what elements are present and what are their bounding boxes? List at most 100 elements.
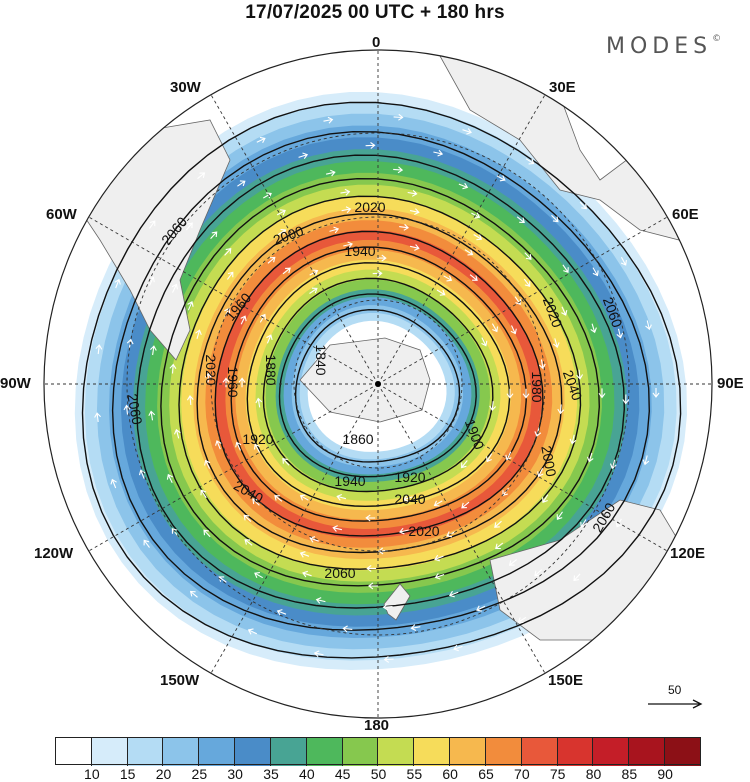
wind-arrow xyxy=(489,401,496,412)
height-contour-9 xyxy=(262,277,494,493)
wind-arrow xyxy=(537,467,544,478)
colorbar-tick-label: 50 xyxy=(370,766,387,782)
wind-arrow xyxy=(517,616,527,624)
wind-arrow xyxy=(222,377,230,388)
height-contour-11 xyxy=(294,308,461,463)
contour-label: 1980 xyxy=(529,371,545,402)
colorbar-cell xyxy=(270,738,307,766)
colorbar-tick-label: 15 xyxy=(119,766,136,782)
meridian-10 xyxy=(88,216,379,385)
colorbar-cell xyxy=(450,738,486,766)
wind-arrow xyxy=(210,231,218,239)
lon-150w: 150W xyxy=(160,672,200,689)
colorbar-cell xyxy=(127,738,164,766)
contour-label: 1940 xyxy=(344,243,375,259)
wind-arrow xyxy=(464,249,474,256)
wind-arrow xyxy=(448,590,459,598)
meridian-2 xyxy=(377,216,668,385)
colorbar-cell xyxy=(163,738,200,766)
colorbar-cell xyxy=(199,738,236,766)
wind-arrow xyxy=(486,453,493,463)
colorbar-tick-label: 65 xyxy=(478,766,494,782)
map-title: 17/07/2025 00 UTC + 180 hrs xyxy=(245,2,505,23)
colorbar-tick-label: 20 xyxy=(155,766,172,782)
meridian-7 xyxy=(210,383,379,674)
colorbar-tick-label: 85 xyxy=(621,766,638,782)
wind-arrow xyxy=(399,527,409,535)
colorbar-cell xyxy=(485,738,522,766)
height-contour-6 xyxy=(214,230,544,537)
brand-logo: MODES© xyxy=(606,33,722,59)
meridian-1 xyxy=(377,94,546,385)
wind-arrow xyxy=(538,359,546,370)
wind-arrow xyxy=(652,388,660,398)
wind-arrow xyxy=(244,539,253,546)
wind-arrow xyxy=(556,511,563,520)
wind-arrow xyxy=(150,345,157,356)
wind-arrow xyxy=(573,573,581,582)
wind-arrow xyxy=(434,573,445,580)
wind-arrow xyxy=(524,252,532,260)
wind-arrow xyxy=(342,625,353,633)
wind-arrow xyxy=(409,208,420,215)
wind-arrow xyxy=(309,287,318,294)
contour-label: 1960 xyxy=(225,366,241,397)
height-contour-4 xyxy=(178,195,582,570)
wind-arrow xyxy=(462,128,472,135)
wind-arrow xyxy=(276,609,287,616)
wind-arrow xyxy=(365,514,376,522)
pole-marker xyxy=(375,381,381,387)
height-contour-0 xyxy=(81,101,682,659)
contour-label: 2060 xyxy=(324,565,355,581)
lon-120w: 120W xyxy=(34,545,74,562)
wind-arrow xyxy=(143,539,150,548)
wind-arrow xyxy=(243,514,252,522)
colorbar-tick-label: 75 xyxy=(549,766,566,782)
wind-arrow xyxy=(187,301,194,311)
land-antarctica xyxy=(299,337,431,423)
wind-arrow xyxy=(274,495,283,502)
height-contour-7 xyxy=(230,246,527,522)
wind-arrow xyxy=(171,283,178,293)
wind-arrow xyxy=(523,278,531,288)
wind-arrow xyxy=(410,624,421,631)
wind-arrow xyxy=(376,254,387,262)
wind-arrow xyxy=(382,603,393,611)
wind-arrow xyxy=(506,388,514,399)
wind-arrow xyxy=(255,397,263,408)
wind-arrow xyxy=(365,142,376,149)
wind-arrow xyxy=(302,570,312,578)
contour-label: 2020 xyxy=(408,523,439,539)
wind-arrow xyxy=(562,264,569,273)
wind-arrow xyxy=(516,216,525,223)
wind-arrow xyxy=(276,209,286,216)
colorbar-cell xyxy=(593,738,630,766)
wind-arrow xyxy=(224,248,232,256)
lon-180: 180 xyxy=(364,717,390,734)
colorbar-cell xyxy=(414,738,451,766)
wind-arrow xyxy=(399,223,409,231)
wind-arrow xyxy=(622,394,630,405)
wind-arrow xyxy=(542,494,549,503)
wind-arrow xyxy=(393,166,404,174)
wind-arrow xyxy=(254,572,263,579)
wind-arrow xyxy=(340,188,351,196)
wind-arrow xyxy=(341,206,352,214)
wind-arrow xyxy=(508,559,517,566)
wind-arrow xyxy=(195,329,202,339)
wind-arrow xyxy=(267,256,276,264)
wind-arrow xyxy=(616,328,624,339)
colorbar-cell xyxy=(342,738,379,766)
wind-arrow xyxy=(534,569,543,577)
wind-arrow xyxy=(148,410,156,421)
wind-arrow xyxy=(186,394,194,405)
wind-arrow xyxy=(367,582,378,590)
wind-arrow xyxy=(510,325,517,335)
wind-arrow xyxy=(266,334,273,344)
contour-label: 2020 xyxy=(203,354,219,385)
wind-arrow xyxy=(189,590,198,598)
wind-arrow xyxy=(200,489,207,499)
height-contour-5 xyxy=(196,213,563,554)
lon-30w: 30W xyxy=(170,79,201,96)
wind-arrow xyxy=(237,180,246,187)
